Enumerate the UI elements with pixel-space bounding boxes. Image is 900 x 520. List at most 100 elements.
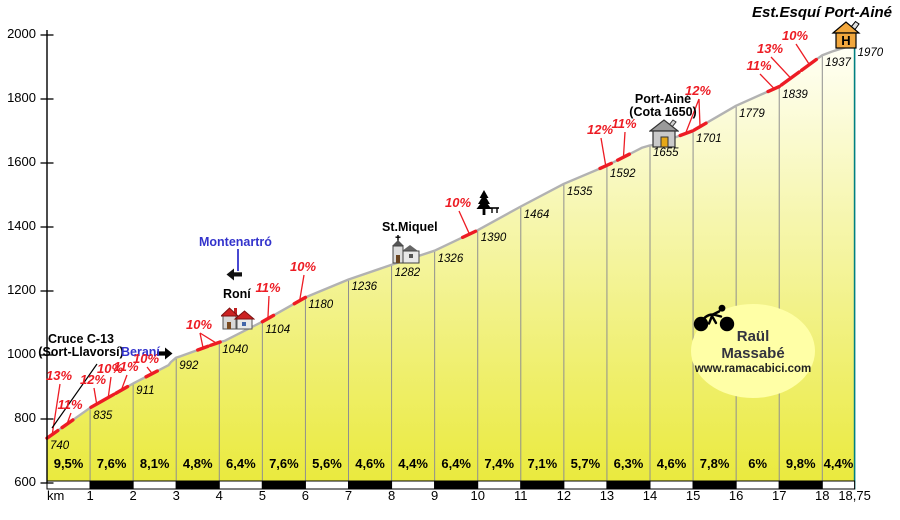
steep-leader-line [267,295,270,318]
steep-gradient-label: 11% [611,116,637,131]
pine-tree-icon [476,190,499,215]
steep-leader-line [199,332,204,348]
watermark-badge: Raül Massabé www.ramacabici.com [691,304,815,398]
place-label-stmiquel: St.Miquel [382,220,438,234]
steep-gradient-label: 13% [45,368,73,383]
steep-leader-line [146,366,153,374]
steep-gradient-label: 10% [781,28,809,43]
steep-section-highlight [260,313,276,324]
km-average-gradient-label: 7,4% [484,456,515,471]
church-icon [392,235,420,264]
steep-gradient-label: 11% [113,359,139,374]
cyclist-icon [693,304,735,332]
elevation-label: 1701 [696,132,722,145]
km-average-gradient-label: 6% [748,456,768,471]
steep-section-highlight [208,340,222,348]
x-axis-tick-label: 4 [215,488,223,503]
km-average-gradient-label: 4,6% [355,456,385,471]
x-axis-tick-label: 18 [815,488,830,503]
steep-gradient-label: 10% [132,351,160,366]
km-average-gradient-label: 4,4% [398,456,428,471]
y-axis-tick-label: 2000 [7,26,36,41]
right-arrow-icon [157,347,173,360]
steep-leader-line [622,131,626,157]
km-average-gradient-label: 9,5% [53,456,84,471]
y-axis-tick-label: 1000 [7,346,36,361]
elevation-label: 1180 [308,299,334,312]
km-average-gradient-label: 6,4% [441,456,471,471]
x-axis-tick-label: 18,75 [838,488,871,503]
km-average-gradient-label: 7,1% [527,456,558,471]
steep-section-highlight [766,84,781,94]
hotel-icon: H [831,20,861,49]
elevation-label: 1326 [437,252,464,265]
x-axis-tick-label: 17 [771,488,787,503]
elevation-label: 992 [179,359,199,372]
watermark-author-last-name: Massabé [721,344,785,362]
elevation-label: 1970 [857,46,884,59]
km-average-gradient-label: 7,8% [699,456,730,471]
village-icon [221,307,255,330]
steep-leader-line [759,73,775,89]
steep-gradient-label: 10% [444,195,472,210]
x-axis-tick-label: 13 [599,488,615,503]
steep-leader-line [121,374,128,390]
cruce-leader-line [51,363,98,429]
steep-section-highlight [779,70,801,87]
steep-section-highlight [196,344,210,352]
x-axis-tick-label: 11 [514,488,528,503]
steep-section-highlight [144,369,159,379]
y-axis-tick-label: 1600 [7,154,36,169]
elevation-label: 1937 [825,57,851,70]
place-label-portaine: Port-Ainé (Cota 1650) [629,92,697,120]
elevation-label: 1592 [609,167,636,180]
y-axis-tick-label: 800 [14,410,36,425]
elevation-label: 1464 [523,208,550,221]
steep-gradient-label: 11% [746,58,772,73]
steep-leader-line [698,98,701,126]
watermark-url: www.ramacabici.com [694,363,812,375]
steep-section-highlight [598,161,613,171]
steep-leader-line [770,56,791,78]
y-axis-tick-label: 600 [14,474,36,489]
steep-section-highlight [101,392,116,403]
steep-leader-line [600,137,607,166]
elevation-label: 1390 [480,232,507,245]
svg-text:H: H [841,33,850,48]
y-axis-tick-label: 1200 [7,282,36,297]
x-axis-tick-label: 2 [129,488,137,503]
km-average-gradient-label: 7,6% [269,456,299,471]
steep-leader-line [93,387,98,404]
steep-gradient-label: 10% [185,317,213,332]
steep-gradient-label: 10% [289,259,317,274]
steep-gradient-label: 11% [57,397,83,412]
steep-gradient-label: 12% [79,372,107,387]
km-average-gradient-label: 5,7% [570,456,601,471]
elevation-label: 835 [93,409,113,422]
km-average-gradient-label: 6,4% [225,456,256,471]
elevation-label: 911 [136,385,155,398]
elevation-label: 1535 [566,185,593,198]
steep-section-highlight [799,57,818,72]
steep-section-highlight [616,152,632,162]
elevation-label: 740 [50,440,70,453]
km-average-gradient-label: 4,8% [182,456,213,471]
x-axis-tick-label: 9 [431,488,439,503]
y-axis-tick-label: 1800 [7,90,36,105]
km-scale-strip-segment [821,480,856,490]
km-average-gradient-label: 4,6% [656,456,687,471]
x-axis-tick-label: 10 [470,488,485,503]
watermark-author-first-name: Raül [736,328,770,345]
steep-section-highlight [60,418,75,430]
place-label-montenartro: Montenartró [199,235,272,249]
x-axis-unit-label: km [47,488,65,503]
steep-gradient-label: 10% [96,361,124,376]
elevation-label: 1839 [782,88,808,101]
steep-section-highlight [292,295,308,306]
steep-section-highlight [45,428,60,440]
steep-gradient-label: 12% [684,83,712,98]
elevation-label: 1779 [739,107,765,120]
steep-gradient-label: 11% [255,280,281,295]
